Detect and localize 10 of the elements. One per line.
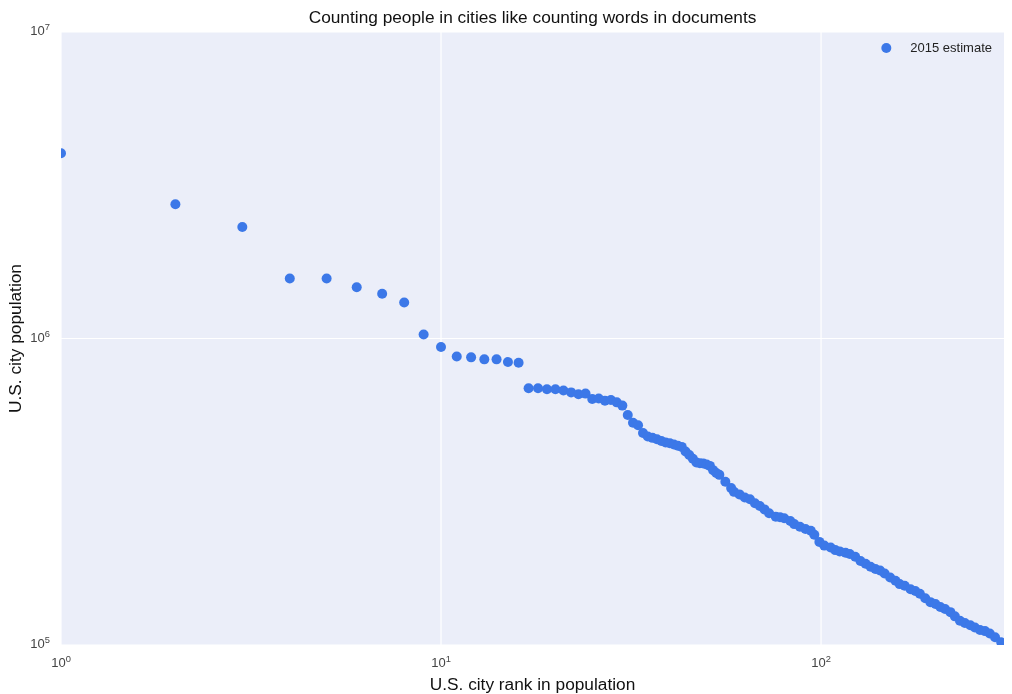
y-tick-label: 10$^{5}$ — [30, 635, 50, 651]
x-axis-title: U.S. city rank in population — [429, 674, 636, 694]
x-tick-label: 10$^{0}$ — [51, 654, 71, 670]
x-tick-label: 10$^{2}$ — [811, 654, 831, 670]
legend-label: 2015 estimate — [910, 40, 992, 55]
x-tick-label: 10$^{1}$ — [431, 654, 451, 670]
y-tick-label: 10$^{7}$ — [30, 22, 50, 38]
chart-title: Counting people in cities like counting words in documents — [308, 7, 757, 27]
y-tick-label: 10$^{6}$ — [30, 328, 50, 345]
y-axis-title: U.S. city population — [5, 264, 25, 413]
